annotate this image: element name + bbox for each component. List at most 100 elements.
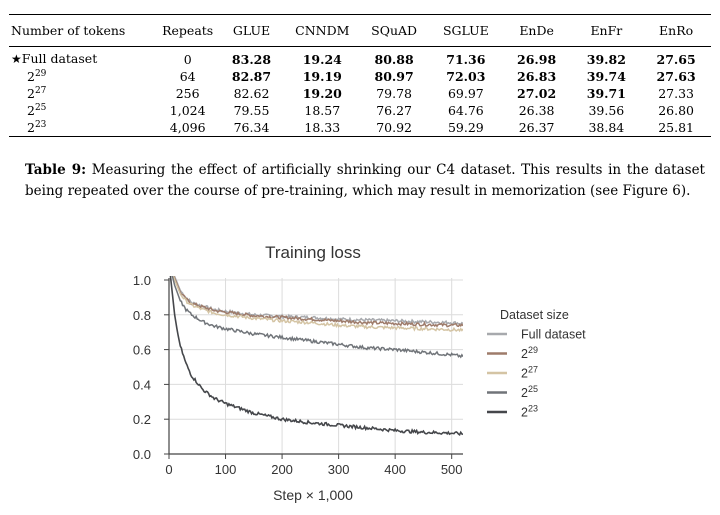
table-row: 227 256 82.62 19.20 79.78 69.97 27.02 39.71 27.3… xyxy=(9,85,711,102)
token-count-cell: ★Full dataset xyxy=(9,47,159,69)
x-axis-label: Step × 1,000 xyxy=(273,487,353,503)
table-cell: 79.55 xyxy=(233,103,270,118)
y-tick-label: 0.4 xyxy=(133,377,151,392)
table-row: 225 1,024 79.55 18.57 76.27 64.76 26.38 39.56 26… xyxy=(9,102,711,119)
y-tick-label: 0.8 xyxy=(133,308,151,323)
table-cell: 76.27 xyxy=(376,103,412,118)
table-cell: 70.92 xyxy=(358,119,430,137)
table-cell: 39.74 xyxy=(586,69,626,84)
table-cell: 80.88 xyxy=(374,51,414,67)
token-count-cell: 229 xyxy=(9,68,159,85)
table-cell: 69.97 xyxy=(447,86,484,101)
legend-label: 229 xyxy=(521,345,538,361)
table-cell: 80.97 xyxy=(374,69,414,84)
column-header: EnFr xyxy=(571,14,642,47)
column-header: Number of tokens xyxy=(9,14,159,47)
column-header: Repeats xyxy=(158,14,217,47)
table-cell: 0 xyxy=(183,51,192,67)
table-row: ★Full dataset 0 83.28 19.24 80.88 71.36 26.98 3… xyxy=(9,47,711,69)
x-tick-label: 100 xyxy=(215,462,237,477)
legend-label: 227 xyxy=(521,365,538,381)
x-tick-label: 400 xyxy=(384,462,406,477)
table-cell: 79.78 xyxy=(376,86,412,101)
caption-end: ). xyxy=(680,183,691,199)
series-line xyxy=(173,276,463,326)
table-cell: 71.36 xyxy=(446,51,486,67)
column-header: GLUE xyxy=(216,14,287,47)
table-cell: 256 xyxy=(175,86,200,101)
series-line xyxy=(169,276,463,436)
table-cell: 26.98 xyxy=(517,51,557,67)
legend-label: 223 xyxy=(521,404,538,420)
legend-title: Dataset size xyxy=(500,308,569,322)
table-cell: 19.20 xyxy=(302,86,342,101)
table-cell: 27.33 xyxy=(658,86,694,101)
caption-label: Table 9: xyxy=(25,162,87,178)
caption-figure-link[interactable]: 6 xyxy=(672,183,681,199)
table-cell: 39.71 xyxy=(586,86,626,101)
table-cell: 18.57 xyxy=(304,103,341,118)
table-cell: 27.65 xyxy=(656,51,696,67)
table-cell: 19.24 xyxy=(302,51,342,67)
token-count-label: 2 xyxy=(27,86,35,101)
table-cell: 39.56 xyxy=(588,103,625,118)
table-cell: 59.29 xyxy=(429,119,502,137)
series-line xyxy=(173,276,463,328)
x-tick-label: 300 xyxy=(328,462,350,477)
y-tick-label: 0.2 xyxy=(133,412,151,427)
table-cell: 4,096 xyxy=(158,119,217,137)
token-exponent: 27 xyxy=(34,85,47,96)
token-exponent: 25 xyxy=(34,102,47,113)
table-header-row: Number of tokens Repeats GLUE CNNDM SQuAD SGL… xyxy=(9,14,711,47)
table-cell: 26.83 xyxy=(517,69,557,84)
table-cell: 39.82 xyxy=(586,51,626,67)
token-count-label: 2 xyxy=(27,103,35,118)
results-table: Number of tokens Repeats GLUE CNNDM SQuAD SGL… xyxy=(9,14,711,137)
token-count-label: 2 xyxy=(27,69,35,84)
table-cell: 27.02 xyxy=(517,86,557,101)
token-count-cell: 223 xyxy=(9,119,159,137)
series-line xyxy=(171,276,463,359)
token-exponent: 29 xyxy=(34,68,47,79)
column-header: SGLUE xyxy=(429,14,502,47)
table-cell: 64.76 xyxy=(447,103,484,118)
token-exponent: 23 xyxy=(34,119,47,130)
y-tick-label: 0.0 xyxy=(133,447,151,462)
token-count-cell: 225 xyxy=(9,102,159,119)
table-cell: 76.34 xyxy=(216,119,287,137)
chart-title: Training loss xyxy=(265,243,361,262)
table-cell: 26.80 xyxy=(658,103,694,118)
table-row: 229 64 82.87 19.19 80.97 72.03 26.83 39.74 27.63 xyxy=(9,68,711,85)
table-cell: 82.62 xyxy=(233,86,270,101)
table-cell: 19.19 xyxy=(302,69,342,84)
table-cell: 64 xyxy=(179,69,196,84)
column-header: EnDe xyxy=(501,14,572,47)
legend-label: Full dataset xyxy=(521,328,586,342)
y-tick-label: 1.0 xyxy=(133,273,151,288)
training-loss-chart: 0 100 200 300 400 500 0.0 0.2 0.4 0.6 0.8 1.0 Traini… xyxy=(133,243,586,503)
table-cell: 18.33 xyxy=(286,119,359,137)
star-marker-icon: ★ xyxy=(11,52,22,66)
token-count-label: Full dataset xyxy=(21,51,98,66)
table-cell: 1,024 xyxy=(169,103,206,118)
table-cell: 25.81 xyxy=(641,119,711,137)
table-cell: 26.38 xyxy=(518,103,555,118)
x-tick-label: 500 xyxy=(441,462,463,477)
table-row: 223 4,096 76.34 18.33 70.92 59.29 26.37 38.84 25… xyxy=(9,119,711,137)
y-tick-label: 0.6 xyxy=(133,343,151,358)
table-cell: 72.03 xyxy=(446,69,486,84)
table-cell: 26.37 xyxy=(501,119,572,137)
table-cell: 38.84 xyxy=(571,119,642,137)
table-caption: Table 9: Measuring the effect of artific… xyxy=(25,160,705,202)
legend-label: 225 xyxy=(521,384,538,400)
token-count-label: 2 xyxy=(27,120,35,135)
column-header: CNNDM xyxy=(286,14,359,47)
column-header: SQuAD xyxy=(358,14,430,47)
caption-text: Measuring the effect of artificially shr… xyxy=(25,162,705,199)
table-cell: 83.28 xyxy=(231,51,272,67)
token-count-cell: 227 xyxy=(9,85,159,102)
table-body: ★Full dataset 0 83.28 19.24 80.88 71.36 26.98 3… xyxy=(9,47,711,137)
x-tick-label: 0 xyxy=(165,462,172,477)
table-cell: 27.63 xyxy=(656,69,696,84)
x-tick-label: 200 xyxy=(271,462,293,477)
